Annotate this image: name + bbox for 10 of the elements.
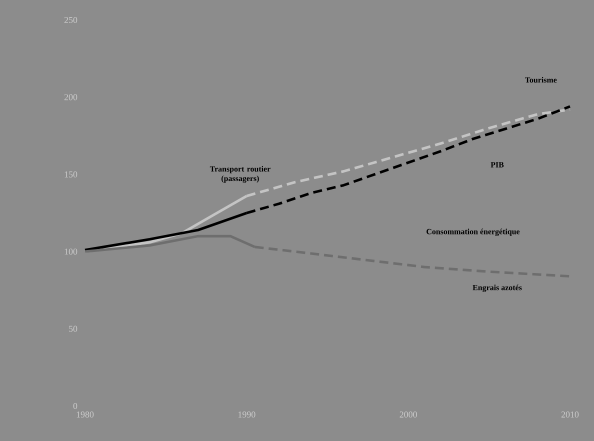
x-tick-label: 1990 [238, 412, 256, 418]
x-tick-label: 1980 [76, 412, 94, 418]
y-tick-label: 0 [73, 402, 78, 410]
y-tick-label: 150 [64, 171, 78, 178]
y-tick-label: 50 [69, 326, 78, 332]
x-tick-label: 2010 [561, 412, 579, 418]
x-tick-label: 2000 [400, 412, 417, 418]
y-tick-label: 100 [64, 248, 78, 255]
y-tick-label: 250 [64, 16, 78, 24]
y-tick-label: 200 [64, 94, 78, 100]
